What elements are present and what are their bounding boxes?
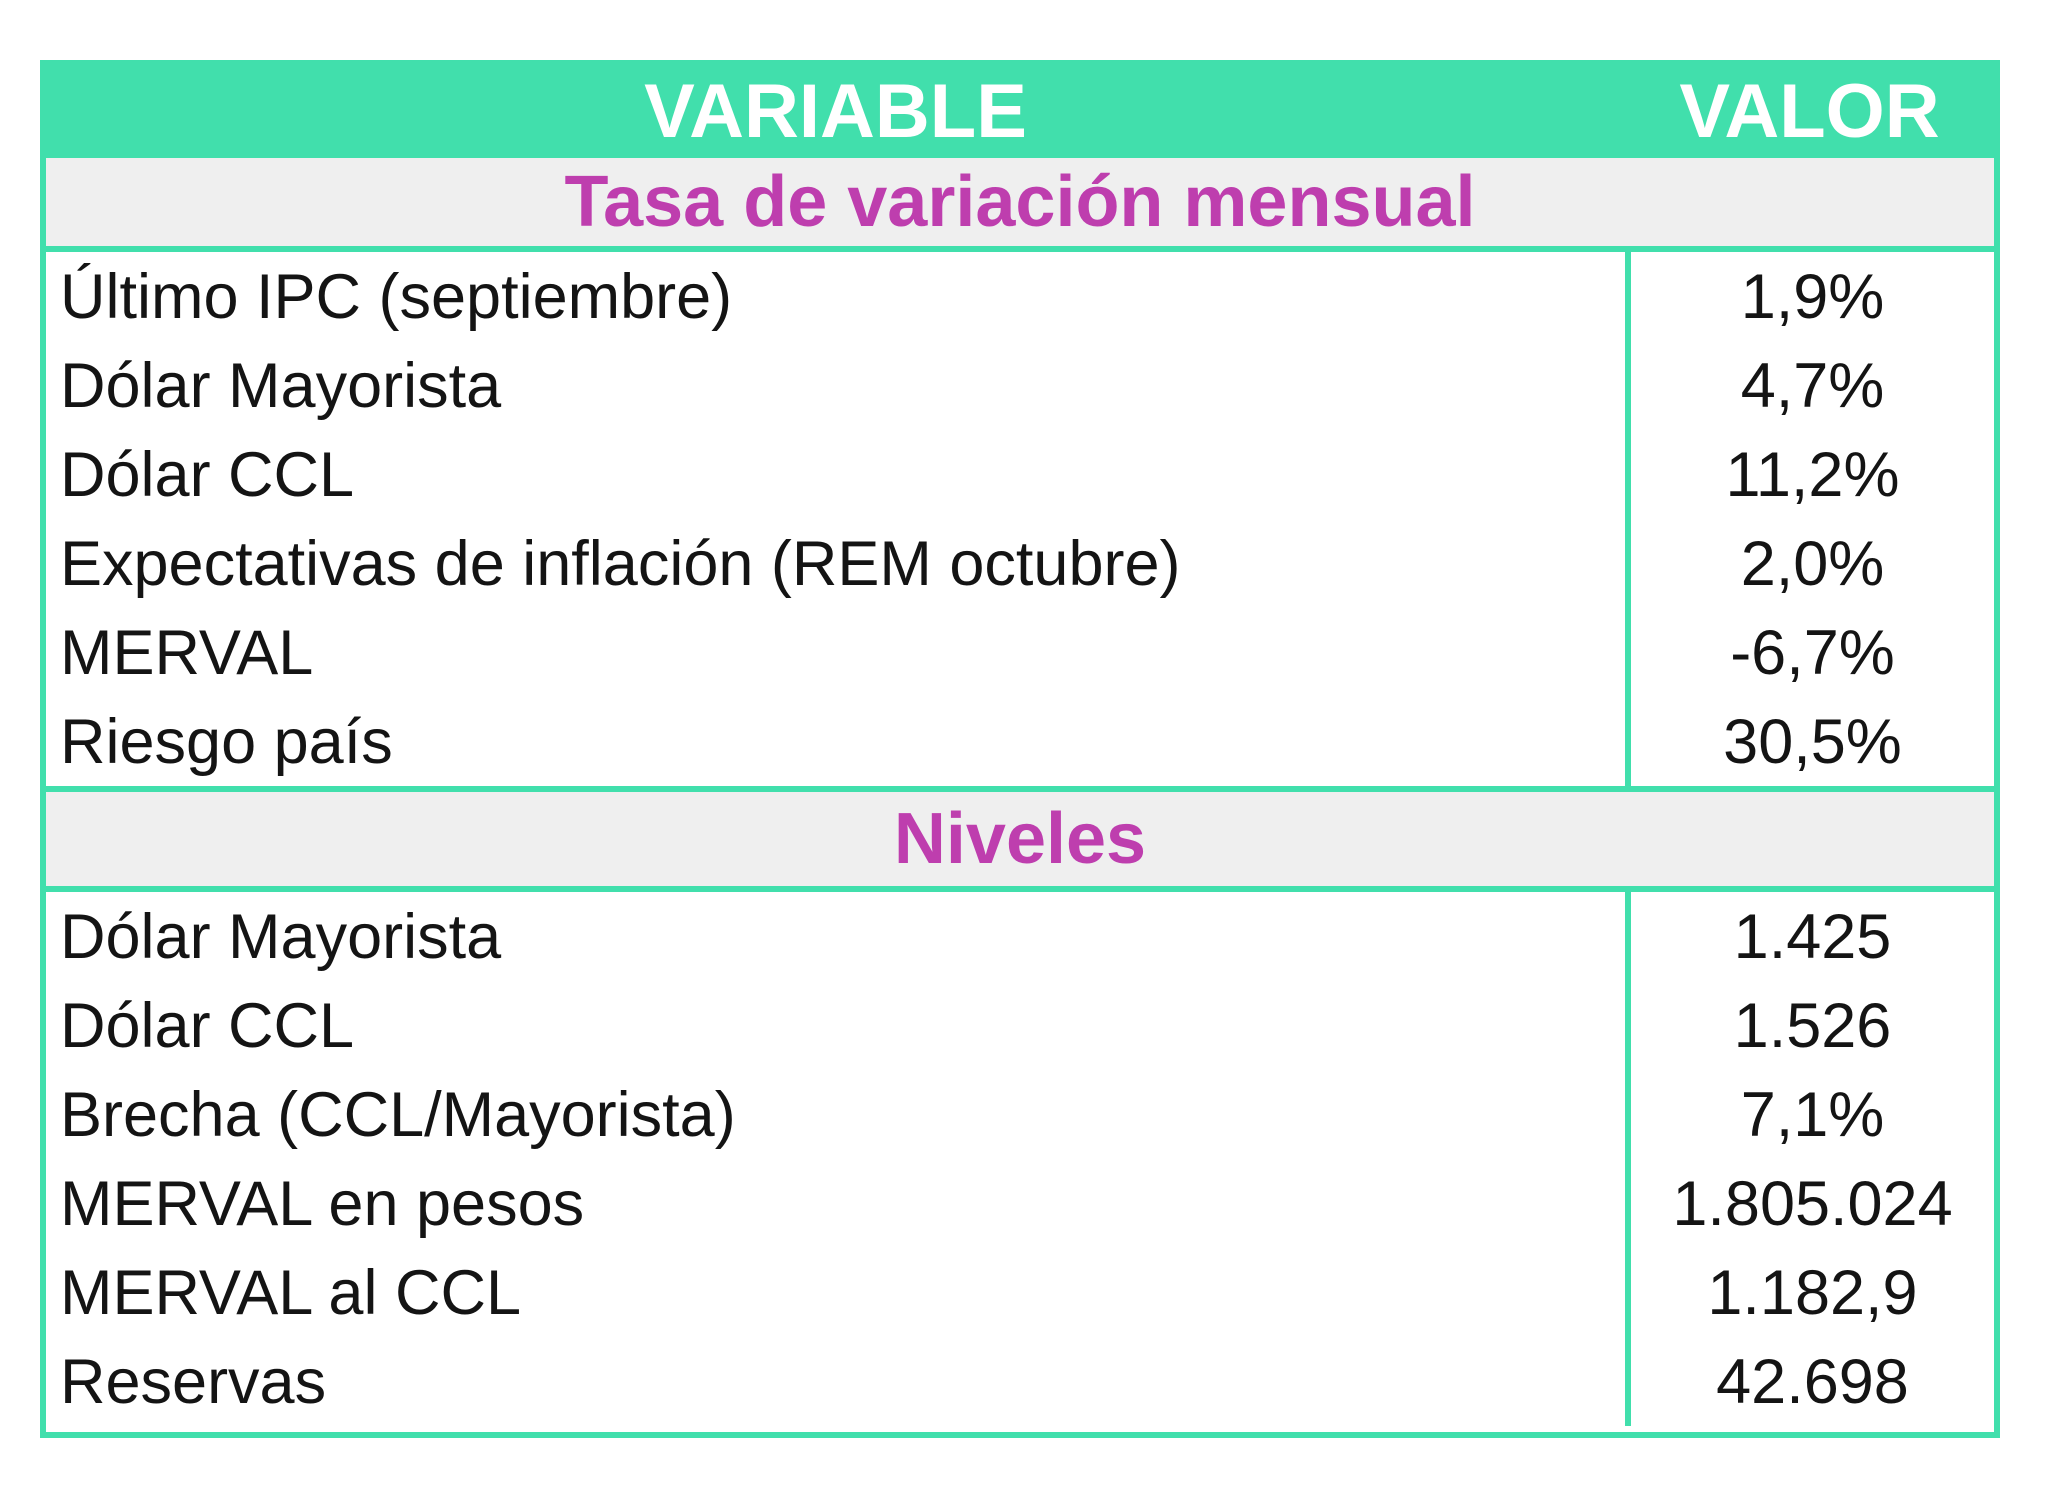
- table-row: Último IPC (septiembre) 1,9%: [46, 252, 1994, 341]
- table-row: Brecha (CCL/Mayorista) 7,1%: [46, 1070, 1994, 1159]
- variable-cell: Dólar CCL: [60, 990, 355, 1061]
- variable-cell: Dólar Mayorista: [60, 901, 502, 972]
- variable-cell: Dólar Mayorista: [60, 350, 502, 421]
- financial-variables-table: VARIABLE VALOR Tasa de variación mensual…: [40, 60, 2000, 1438]
- table-row: Dólar Mayorista 1.425: [46, 892, 1994, 981]
- variable-cell: Último IPC (septiembre): [60, 261, 733, 332]
- variable-cell: Brecha (CCL/Mayorista): [60, 1079, 736, 1150]
- variable-cell: Riesgo país: [60, 706, 393, 777]
- variable-cell: Reservas: [60, 1346, 327, 1417]
- column-header-valor: VALOR: [1679, 69, 1940, 154]
- section-header-tasa-variacion-mensual: Tasa de variación mensual: [46, 158, 1994, 252]
- variable-cell: Dólar CCL: [60, 439, 355, 510]
- value-cell: 11,2%: [1625, 430, 1994, 519]
- variable-cell: MERVAL: [60, 617, 314, 688]
- value-cell: 1.182,9: [1625, 1248, 1994, 1337]
- table-row: Riesgo país 30,5%: [46, 697, 1994, 786]
- table-row: MERVAL al CCL 1.182,9: [46, 1248, 1994, 1337]
- value-cell: 4,7%: [1625, 341, 1994, 430]
- value-cell: 30,5%: [1625, 697, 1994, 786]
- column-header-variable: VARIABLE: [644, 69, 1027, 154]
- value-cell: 2,0%: [1625, 519, 1994, 608]
- table-row: MERVAL -6,7%: [46, 608, 1994, 697]
- variable-cell: Expectativas de inflación (REM octubre): [60, 528, 1181, 599]
- table-row: Dólar CCL 1.526: [46, 981, 1994, 1070]
- table-header-row: VARIABLE VALOR: [46, 66, 1994, 158]
- section-header-niveles: Niveles: [46, 786, 1994, 892]
- table-row: Expectativas de inflación (REM octubre) …: [46, 519, 1994, 608]
- table-row: Reservas 42.698: [46, 1337, 1994, 1426]
- value-cell: 1.526: [1625, 981, 1994, 1070]
- table-row: MERVAL en pesos 1.805.024: [46, 1159, 1994, 1248]
- table-row: Dólar Mayorista 4,7%: [46, 341, 1994, 430]
- value-cell: 1.425: [1625, 892, 1994, 981]
- value-cell: -6,7%: [1625, 608, 1994, 697]
- variable-cell: MERVAL en pesos: [60, 1168, 585, 1239]
- value-cell: 7,1%: [1625, 1070, 1994, 1159]
- value-cell: 1,9%: [1625, 252, 1994, 341]
- value-cell: 42.698: [1625, 1337, 1994, 1426]
- variable-cell: MERVAL al CCL: [60, 1257, 521, 1328]
- value-cell: 1.805.024: [1625, 1159, 1994, 1248]
- table-row: Dólar CCL 11,2%: [46, 430, 1994, 519]
